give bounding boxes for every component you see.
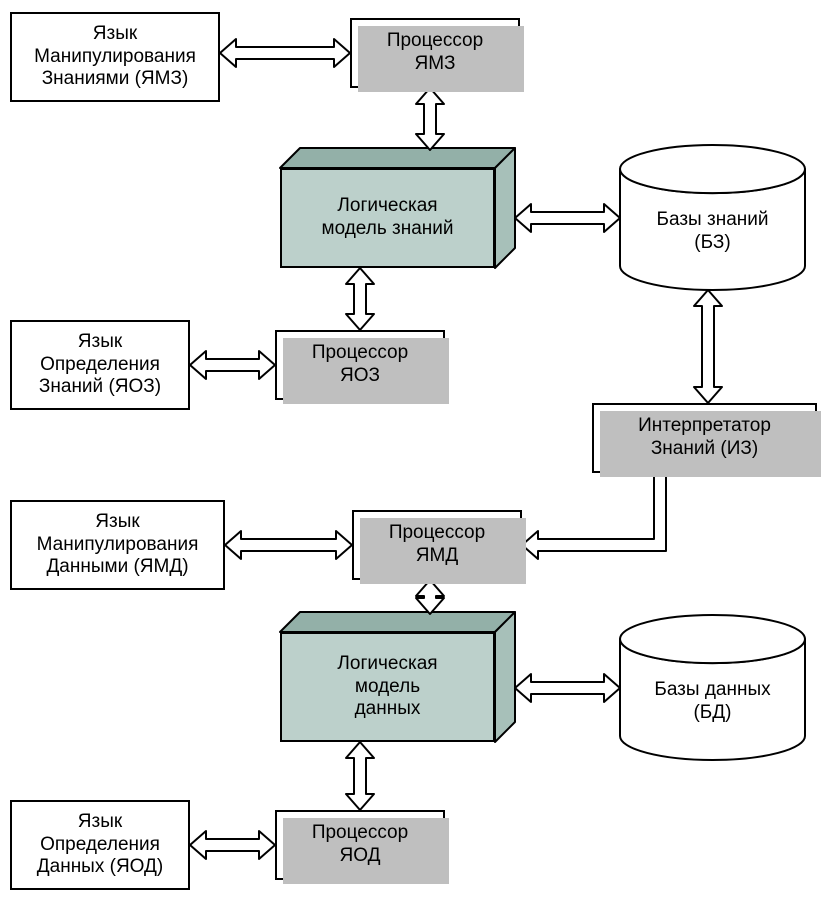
node-label: ПроцессорЯОЗ xyxy=(312,342,408,388)
node-yoz-proc: ПроцессорЯОЗ xyxy=(275,330,445,400)
node-label: Логическаямодель знаний xyxy=(322,195,454,241)
node-yamd-lang: ЯзыкМанипулированияДанными (ЯМД) xyxy=(10,500,225,590)
node-db: Базы данных(БД) xyxy=(620,615,805,760)
node-label: Логическаямодельданных xyxy=(337,653,437,721)
edges-underlay xyxy=(0,0,837,900)
node-label: ИнтерпретаторЗнаний (ИЗ) xyxy=(638,415,771,461)
node-logic-knowledge: Логическаямодель знаний xyxy=(280,168,495,268)
node-interpreter: ИнтерпретаторЗнаний (ИЗ) xyxy=(592,403,817,473)
diagram-stage: ЯзыкМанипулированияЗнаниями (ЯМЗ) Процес… xyxy=(0,0,837,900)
node-yamd-proc: ПроцессорЯМД xyxy=(352,510,522,580)
node-label: ЯзыкОпределенияЗнаний (ЯОЗ) xyxy=(39,331,161,399)
node-yoz-lang: ЯзыкОпределенияЗнаний (ЯОЗ) xyxy=(10,320,190,410)
node-label: ПроцессорЯМД xyxy=(389,522,485,568)
node-yamz-lang: ЯзыкМанипулированияЗнаниями (ЯМЗ) xyxy=(10,12,220,102)
node-kb: Базы знаний(БЗ) xyxy=(620,145,805,290)
node-yod-lang: ЯзыкОпределенияДанных (ЯОД) xyxy=(10,800,190,890)
edges-overlay xyxy=(0,0,837,900)
node-label: ПроцессорЯМЗ xyxy=(387,30,483,76)
node-label: ЯзыкМанипулированияЗнаниями (ЯМЗ) xyxy=(34,23,196,91)
node-label: ЯзыкОпределенияДанных (ЯОД) xyxy=(37,811,163,879)
node-logic-data: Логическаямодельданных xyxy=(280,632,495,742)
node-yod-proc: ПроцессорЯОД xyxy=(275,810,445,880)
node-label: Базы данных(БД) xyxy=(654,679,770,725)
node-yamz-proc: ПроцессорЯМЗ xyxy=(350,18,520,88)
node-label: Базы знаний(БЗ) xyxy=(657,209,769,255)
node-label: ПроцессорЯОД xyxy=(312,822,408,868)
node-label: ЯзыкМанипулированияДанными (ЯМД) xyxy=(37,511,199,579)
